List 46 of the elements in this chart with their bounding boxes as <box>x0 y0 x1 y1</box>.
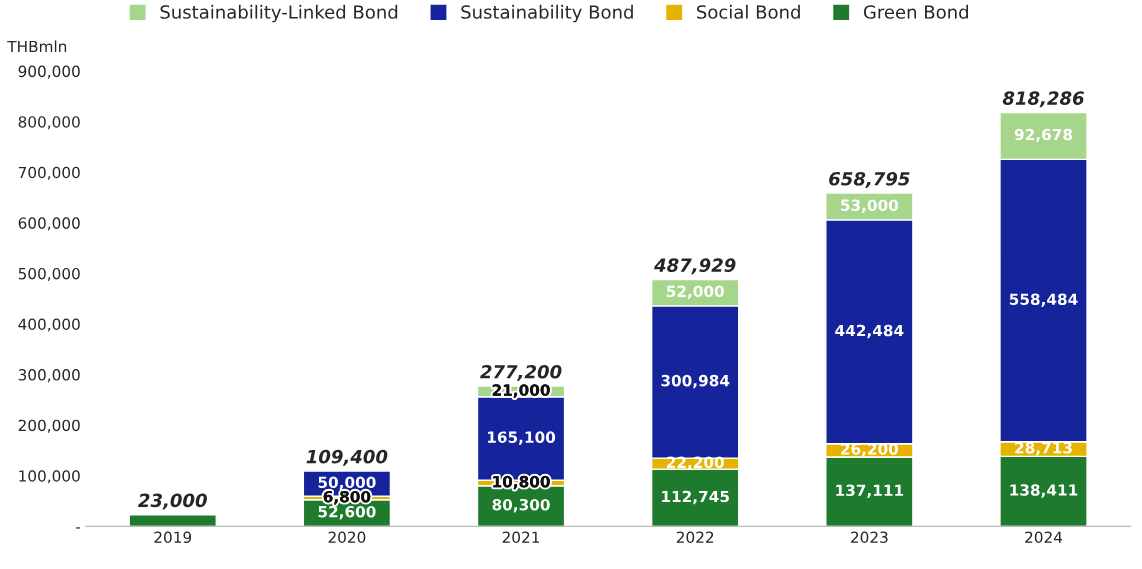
x-tick-label: 2019 <box>154 531 192 544</box>
total-label: 818,286 <box>1002 91 1084 108</box>
x-tick-label: 2022 <box>676 531 714 544</box>
bar <box>128 513 217 527</box>
data-label: 6,800 <box>323 490 371 505</box>
data-label: 52,000 <box>666 285 724 300</box>
data-label: 28,713 <box>1015 441 1072 456</box>
legend-label: Sustainability Bond <box>461 4 633 23</box>
x-tick-label: 2024 <box>1025 531 1063 544</box>
total-label: 23,000 <box>138 493 207 510</box>
data-label: 52,600 <box>318 505 376 520</box>
total-label: 487,929 <box>654 258 736 275</box>
y-tick-label: 500,000 <box>18 267 80 282</box>
total-label: 658,795 <box>829 171 910 188</box>
data-label: 92,678 <box>1014 128 1073 143</box>
data-label: 442,484 <box>835 324 904 339</box>
legend-label: Social Bond <box>697 4 800 19</box>
y-tick-label: 200,000 <box>18 419 80 433</box>
data-label: 50,000 <box>318 476 376 491</box>
data-label: 26,200 <box>841 443 899 457</box>
data-label: 21,000 <box>492 384 550 398</box>
y-tick-label: 600,000 <box>18 217 80 231</box>
y-tick-label: 800,000 <box>18 116 80 130</box>
total-label: 277,200 <box>480 364 562 381</box>
y-axis-title: THBmln <box>7 40 67 53</box>
y-tick-label: 700,000 <box>18 166 80 180</box>
data-label: 80,300 <box>492 498 550 513</box>
data-label: 53,000 <box>841 199 899 213</box>
data-label: 137,111 <box>836 484 904 499</box>
data-label: 165,100 <box>487 431 556 445</box>
legend-label: Green Bond <box>863 4 968 19</box>
total-label: 109,400 <box>306 449 388 466</box>
data-label: 558,484 <box>1009 293 1078 307</box>
y-tick-label: - <box>76 527 81 529</box>
y-tick-label: 400,000 <box>18 318 80 332</box>
data-label: 138,411 <box>1010 484 1078 498</box>
y-tick-label: 300,000 <box>18 369 80 383</box>
legend-label: Sustainability-Linked Bond <box>160 4 398 23</box>
data-label: 22,200 <box>666 456 724 471</box>
data-label: 112,745 <box>662 490 729 505</box>
x-tick-label: 2021 <box>502 531 540 544</box>
x-tick-label: 2023 <box>851 531 888 544</box>
y-tick-label: 100,000 <box>19 470 80 484</box>
y-tick-label: 900,000 <box>18 65 80 79</box>
x-tick-label: 2020 <box>328 531 366 544</box>
data-label: 300,984 <box>661 374 730 389</box>
